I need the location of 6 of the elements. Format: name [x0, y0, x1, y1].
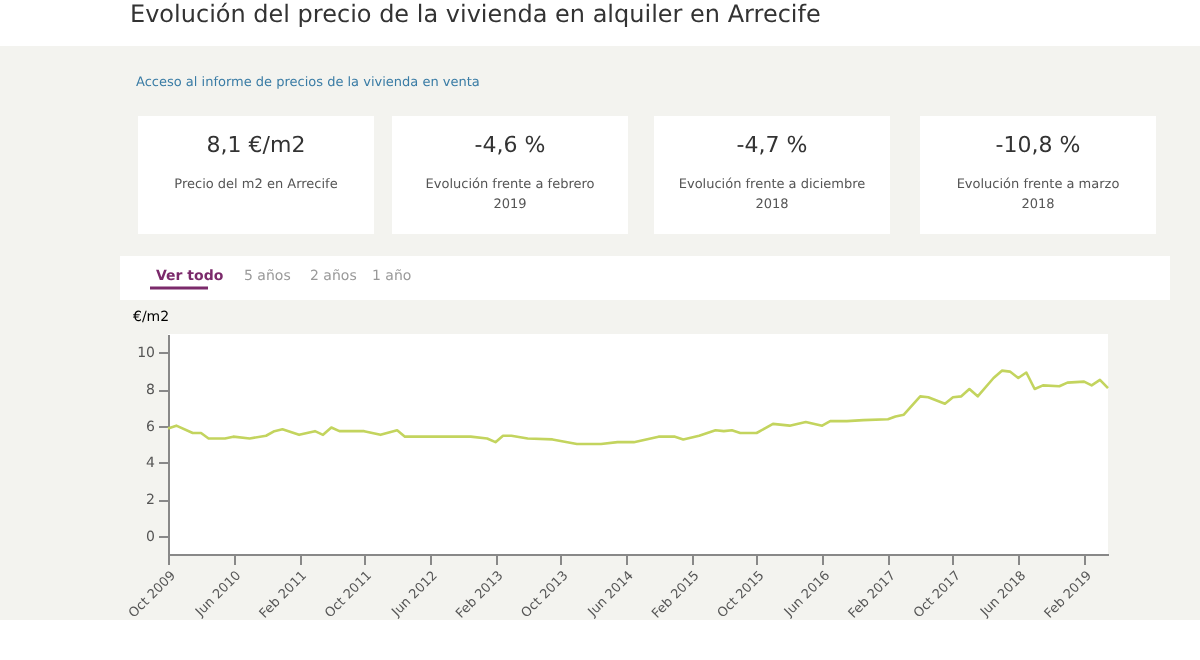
line-series	[166, 369, 1110, 446]
text: 8,1 €/m2	[206, 132, 306, 158]
text: -10,8 %	[995, 132, 1081, 158]
text: -4,6 %	[474, 132, 546, 158]
text: -4,7 %	[736, 132, 808, 158]
chart-title: Evolución del precio de la vivienda en alquiler en Arrecife	[130, 0, 821, 28]
